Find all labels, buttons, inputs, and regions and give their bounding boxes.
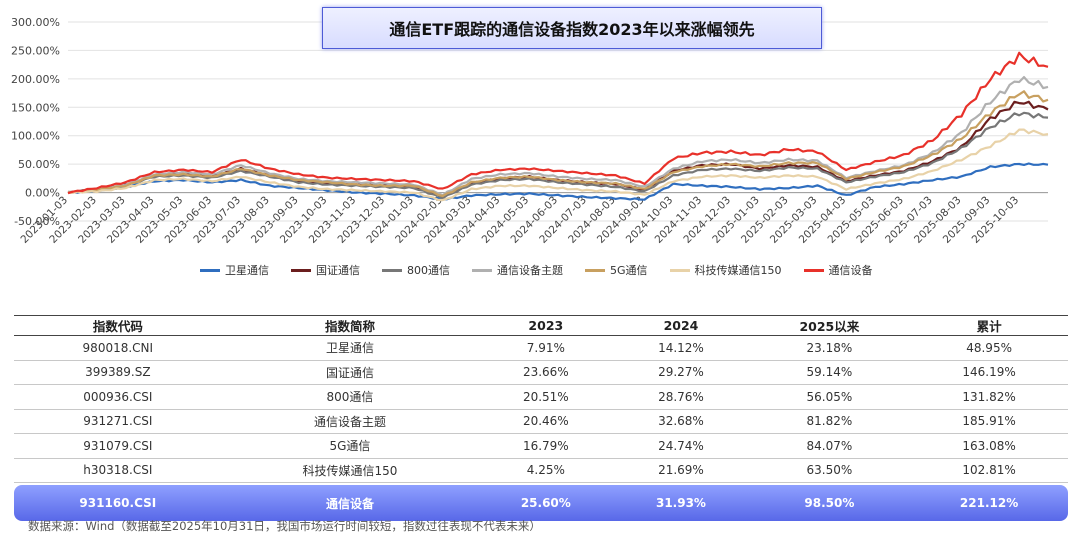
cell: 32.68% — [613, 409, 749, 434]
legend-item: 国证通信 — [291, 262, 360, 278]
table-row: 399389.SZ 国证通信 23.66% 29.27% 59.14% 146.… — [14, 360, 1068, 385]
cell: 29.27% — [613, 360, 749, 385]
legend-label: 科技传媒通信150 — [694, 264, 782, 277]
cell: 399389.SZ — [14, 360, 222, 385]
cell: 931160.CSI — [14, 485, 222, 521]
cell: 980018.CNI — [14, 335, 222, 361]
legend-label: 800通信 — [407, 264, 450, 277]
header-2024: 2024 — [613, 315, 749, 336]
cell: 20.51% — [478, 384, 614, 410]
cell: 31.93% — [613, 485, 749, 521]
table-row-highlight: 931160.CSI 通信设备 25.60% 31.93% 98.50% 221… — [14, 485, 1068, 521]
legend-label: 5G通信 — [610, 264, 648, 277]
table-row: h30318.CSI 科技传媒通信150 4.25% 21.69% 63.50%… — [14, 458, 1068, 483]
cell: 84.07% — [748, 433, 911, 459]
legend-swatch — [200, 268, 220, 272]
line-chart: -50.00% 0.00% 50.00% 100.00% 150.00% 200.00% 2… — [11, 16, 1049, 246]
cell: 800通信 — [221, 384, 479, 410]
legend-swatch — [669, 268, 690, 272]
legend-label: 国证通信 — [316, 264, 360, 277]
series-line-6 — [67, 128, 1049, 202]
cell: 98.50% — [748, 485, 911, 521]
table-row: 000936.CSI 800通信 20.51% 28.76% 56.05% 13… — [14, 384, 1068, 410]
cell: 163.08% — [910, 433, 1068, 459]
cell: 59.14% — [748, 360, 911, 385]
cell: 25.60% — [478, 485, 614, 521]
cell: 卫星通信 — [221, 335, 479, 361]
header-2023: 2023 — [478, 315, 614, 336]
chart-legend: 卫星通信 国证通信 800通信 通信设备主题 5G通信 科技传媒通信150 通信设备 — [200, 262, 920, 278]
cell: 56.05% — [748, 384, 911, 410]
cell: 28.76% — [613, 384, 749, 410]
cell: 000936.CSI — [14, 384, 222, 410]
header-index-name: 指数简称 — [221, 315, 479, 336]
series-line-5 — [67, 90, 1049, 198]
cell: 23.18% — [748, 335, 911, 361]
chart-title: 通信ETF跟踪的通信设备指数2023年以来涨幅领先 — [322, 7, 822, 49]
series-line-7 — [67, 51, 1049, 195]
cell: 221.12% — [910, 485, 1068, 521]
legend-swatch — [585, 268, 605, 272]
cell: 通信设备 — [221, 485, 479, 521]
series-line-1 — [67, 162, 1049, 201]
cell: 23.66% — [478, 360, 614, 385]
legend-label: 通信设备 — [828, 264, 873, 277]
y-tick-label: 250.00% — [11, 44, 60, 57]
legend-label: 卫星通信 — [225, 264, 269, 277]
cell: 5G通信 — [221, 433, 479, 459]
cell: 4.25% — [478, 458, 614, 483]
cell: 185.91% — [910, 409, 1068, 434]
cell: 24.74% — [613, 433, 749, 459]
y-tick-label: 50.00% — [18, 158, 60, 171]
header-cumulative: 累计 — [910, 315, 1068, 336]
legend-swatch — [803, 268, 824, 272]
header-index-code: 指数代码 — [14, 315, 222, 336]
y-tick-label: 100.00% — [11, 130, 60, 143]
table-row: 980018.CNI 卫星通信 7.91% 14.12% 23.18% 48.9… — [14, 335, 1068, 361]
legend-label: 通信设备主题 — [497, 264, 563, 277]
cell: 81.82% — [748, 409, 911, 434]
y-tick-label: 0.00% — [25, 187, 60, 200]
legend-item: 科技传媒通信150 — [669, 262, 782, 278]
cell: 国证通信 — [221, 360, 479, 385]
cell: 48.95% — [910, 335, 1068, 361]
legend-swatch — [291, 268, 311, 272]
cell: 20.46% — [478, 409, 614, 434]
series-line-4 — [67, 76, 1049, 197]
y-tick-label: 200.00% — [11, 73, 60, 86]
cell: 7.91% — [478, 335, 614, 361]
legend-swatch — [472, 268, 492, 272]
table-row: 931271.CSI 通信设备主题 20.46% 32.68% 81.82% 1… — [14, 409, 1068, 434]
cell: 63.50% — [748, 458, 911, 483]
legend-swatch — [382, 268, 402, 272]
performance-table: 指数代码 指数简称 2023 2024 2025以来 累计 980018.CNI… — [14, 315, 1068, 521]
series-line-3 — [67, 111, 1049, 200]
cell: 102.81% — [910, 458, 1068, 483]
cell: 931079.CSI — [14, 433, 222, 459]
source-note: 数据来源：Wind（数据截至2025年10月31日，我国市场运行时间较短，指数过… — [28, 519, 541, 533]
y-tick-label: -50.00% — [14, 215, 60, 228]
cell: 931271.CSI — [14, 409, 222, 434]
legend-item: 5G通信 — [585, 262, 648, 278]
table-row: 931079.CSI 5G通信 16.79% 24.74% 84.07% 163… — [14, 433, 1068, 459]
cell: 16.79% — [478, 433, 614, 459]
cell: 通信设备主题 — [221, 409, 479, 434]
cell: 14.12% — [613, 335, 749, 361]
legend-item: 通信设备 — [803, 262, 873, 278]
cell: 146.19% — [910, 360, 1068, 385]
table-header-row: 指数代码 指数简称 2023 2024 2025以来 累计 — [14, 315, 1068, 336]
cell: h30318.CSI — [14, 458, 222, 483]
y-tick-label: 300.00% — [11, 16, 60, 29]
legend-item: 800通信 — [382, 262, 450, 278]
header-2025-ytd: 2025以来 — [748, 315, 911, 336]
legend-item: 卫星通信 — [200, 262, 269, 278]
cell: 131.82% — [910, 384, 1068, 410]
legend-item: 通信设备主题 — [472, 262, 563, 278]
cell: 科技传媒通信150 — [221, 458, 479, 483]
cell: 21.69% — [613, 458, 749, 483]
y-tick-label: 150.00% — [11, 101, 60, 114]
